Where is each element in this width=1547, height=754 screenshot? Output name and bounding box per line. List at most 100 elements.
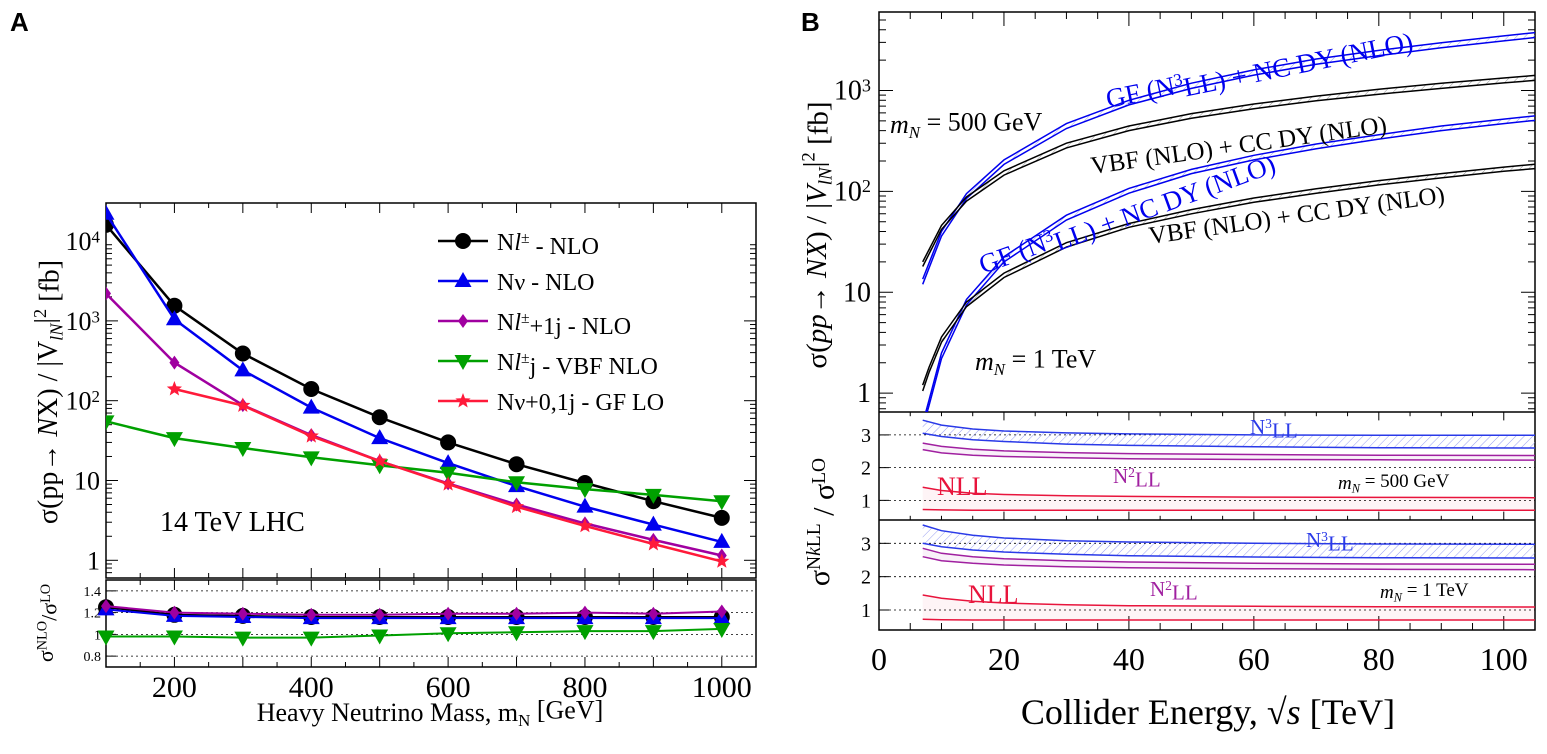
ratio-y-axis-label-part: LO [38,584,54,603]
y-tick-label-part: 3 [862,75,871,95]
legend-entry-3-part: ± [521,350,530,367]
ratio-mass-annotation-500-part: m [1338,473,1352,494]
mass-annotation-1000-part: m [975,347,994,376]
ratio-band-4-lower [922,555,1535,571]
y-axis-label-b-part: lN [816,166,837,185]
main-series-group [106,204,731,568]
ratio-point-2 [237,606,248,621]
series-point-0 [713,509,730,526]
ratio-mass-annotation-1000-part: N [1393,591,1403,605]
ratio-mass-annotation-1000-part: = 1 TeV [1402,580,1469,601]
legend-entry-2: Nl±+1j - NLO [497,310,631,340]
y-tick-label: 10 [843,277,871,308]
x-axis-label-b-part: √s [1267,692,1310,732]
y-axis-label-b-part: | [798,162,830,168]
energy-annotation: 14 TeV LHC [160,507,305,538]
legend-marker-2 [458,314,468,328]
mass-annotation-1000-part: N [993,360,1007,379]
n2ll-label-500: N2LL [1113,464,1161,491]
y-tick-label-part: 2 [92,387,100,406]
series-point-1 [576,497,594,513]
ratio-point-2 [306,607,317,622]
x-axis-label-part: Heavy Neutrino Mass, m [257,698,518,727]
series-point-3 [576,483,594,499]
y-tick-label-part: 4 [92,227,101,246]
gf-label-500-part: 3 [1172,69,1185,90]
ratio-point-2 [101,599,111,614]
plot-frame-b [878,11,1536,631]
x-axis-label-b: Collider Energy, √s [TeV] [1021,692,1395,732]
legend-entry-3-part: l [514,350,521,376]
legend-entry-0-part: ± [521,230,530,247]
ratio-band-1-upper [922,442,1535,457]
ratio-band-3-upper [922,524,1535,546]
series-point-1 [302,398,320,414]
ratio-y-tick-label: 1.4 [84,585,102,600]
legend-marker-4 [455,393,471,408]
y-axis-label-part: X) / |V [33,341,64,418]
legend-entry-2-part: l [514,310,521,336]
x-tick-label: 80 [1363,641,1395,677]
y-tick-label-part: 10 [66,307,92,336]
x-axis-label-b-part: Collider Energy, [1021,692,1267,732]
ratio-y-tick-label: 1 [861,600,871,622]
y-axis-label-b-part: ) / | [801,203,833,241]
ratio-band-1-lower [922,448,1535,461]
legend-entry-3: Nl±j - VBF NLO [497,350,658,380]
x-tick-label: 200 [152,671,197,704]
ratio-y-tick-label: 3 [861,533,871,555]
y-tick-label-part: 10 [74,466,100,495]
ratio-band-3-lower [922,542,1535,559]
ratio-y-axis-label-part: /σ [36,603,61,621]
series-point-0 [234,345,251,362]
gf-label-500-part: GF (N [1103,71,1177,114]
legend-entry-4: Nν+0,1j - GF LO [497,390,664,416]
n2ll-label-1000-part: 2 [1165,578,1172,593]
n2ll-label-500-part: 2 [1128,465,1135,480]
y-axis-label-part: | [30,318,61,324]
y-axis-label-b-part: V [801,182,833,203]
ratio-point-2 [443,606,454,621]
ratio-band-0-upper [922,419,1535,436]
ratio-point-3 [371,629,389,645]
ratio-point-2 [716,604,727,619]
x-tick-label: 100 [1480,641,1528,677]
series-point-1 [371,429,389,445]
ratio-point-2 [169,605,180,620]
n2ll-label-1000: N2LL [1150,577,1198,604]
x-axis-label: Heavy Neutrino Mass, mN [GeV] [257,695,604,730]
ratio-band-2-lower [922,508,1535,511]
x-tick-label: 20 [988,641,1020,677]
x-tick-label: 400 [289,671,334,704]
series-point-3 [106,415,115,431]
ratio-y-axis-label-b-part: σ [803,570,836,586]
n3ll-label-500: N3LL [1250,415,1298,442]
n2ll-label-1000-part: LL [1172,580,1198,604]
series-point-3 [234,442,252,458]
series-point-1 [713,532,731,548]
ratio-line-1 [105,608,722,620]
y-axis-label-part: lN [46,323,66,341]
ratio-y-axis-label-part: NLO [35,621,51,650]
ratio-mass-annotation-500-part: N [1351,482,1361,496]
ratio-point-3 [576,625,594,641]
legend-entry-0-part: - NLO [530,234,599,260]
ratio-band-2-upper [922,486,1535,499]
y-axis-label-b-part: NX [801,240,833,279]
series-line-3 [106,420,722,503]
y-tick-label: 1 [87,546,100,575]
y-axis-label-part: N [33,417,64,438]
panel-label-b: B [801,7,820,37]
legend-entry-2-part: N [497,310,514,336]
ratio-band-5-upper [922,594,1535,608]
series-point-4 [714,553,730,568]
x-tick-label: 40 [1113,641,1145,677]
legend-marker-0 [455,233,471,249]
x-axis-label-b-part: [TeV] [1310,692,1395,732]
n3ll-label-500-part: 3 [1265,416,1272,431]
series-point-1 [644,515,662,531]
ratio-point-3 [713,622,731,638]
ratio-y-axis-label-b-part: N [804,556,825,570]
ratio-band-3-fill [922,525,1535,558]
